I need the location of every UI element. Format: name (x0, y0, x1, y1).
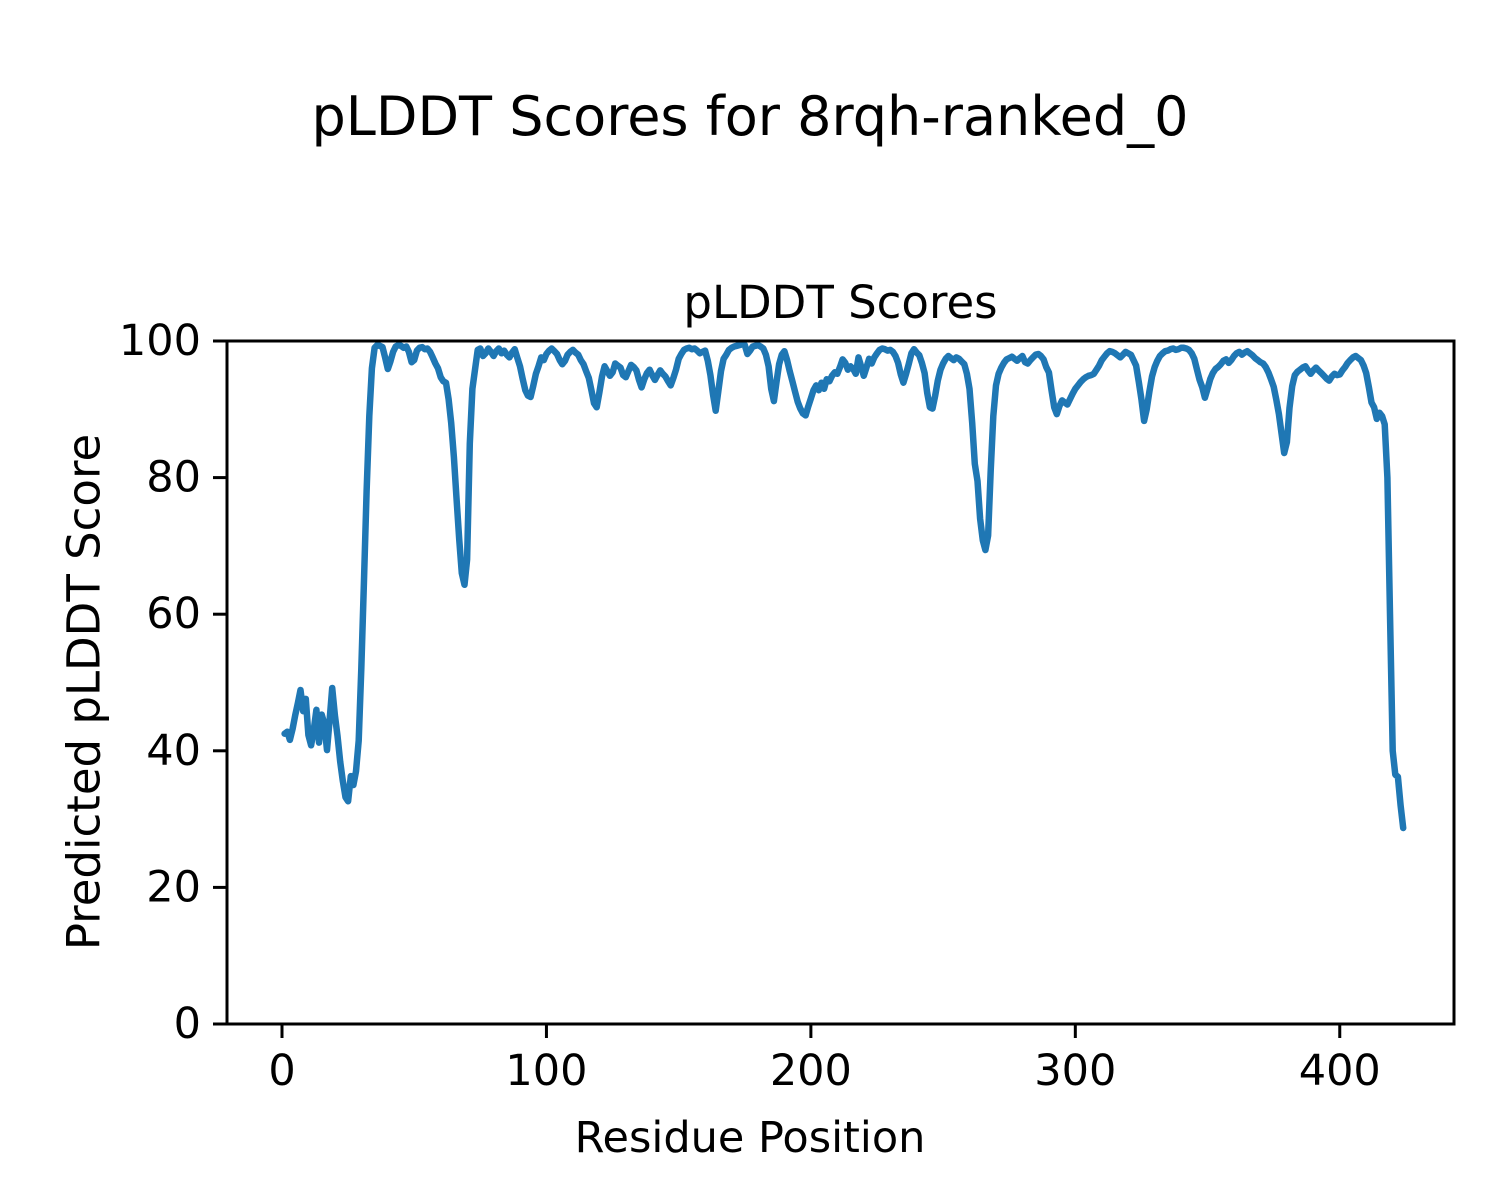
x-tick-label: 400 (1299, 1046, 1381, 1096)
x-tick-label: 0 (268, 1046, 295, 1096)
axes-spine (225, 339, 1456, 1026)
plddt-line (281, 341, 1407, 832)
y-tick-label: 0 (174, 999, 201, 1049)
y-tick-label: 20 (146, 862, 201, 912)
x-tick-label: 300 (1034, 1046, 1116, 1096)
axes-title: pLDDT Scores (683, 276, 998, 329)
y-tick-label: 100 (119, 316, 201, 366)
figure-title: pLDDT Scores for 8rqh-ranked_0 (311, 85, 1189, 148)
y-tick-label: 80 (146, 453, 201, 503)
y-tick-label: 40 (146, 726, 201, 776)
x-tick-label: 200 (770, 1046, 852, 1096)
x-axis-label: Residue Position (574, 1113, 926, 1163)
y-tick-label: 60 (146, 589, 201, 639)
x-tick-label: 100 (505, 1046, 587, 1096)
